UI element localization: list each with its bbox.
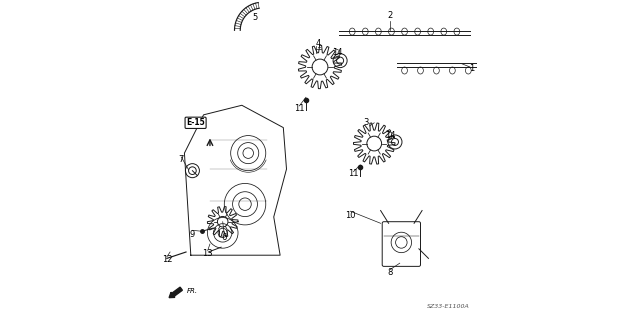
Text: SZ33-E1100A: SZ33-E1100A [427,304,470,309]
Text: 13: 13 [202,249,213,258]
Text: FR.: FR. [187,288,198,294]
Text: 2: 2 [388,11,393,20]
Text: 11: 11 [348,169,359,178]
Text: 14: 14 [385,131,396,140]
Text: 1: 1 [469,64,474,73]
Text: 4: 4 [316,39,321,48]
Text: 8: 8 [387,268,393,277]
Text: 9: 9 [190,230,195,239]
Text: 7: 7 [179,155,184,164]
Text: 5: 5 [252,13,257,22]
Text: 3: 3 [364,118,369,127]
Text: 11: 11 [294,104,305,113]
Text: 12: 12 [162,256,172,264]
FancyArrow shape [169,287,182,298]
Text: 10: 10 [345,211,356,220]
Text: 6: 6 [221,233,227,242]
Text: 14: 14 [332,48,343,57]
Text: E-15: E-15 [186,118,205,127]
